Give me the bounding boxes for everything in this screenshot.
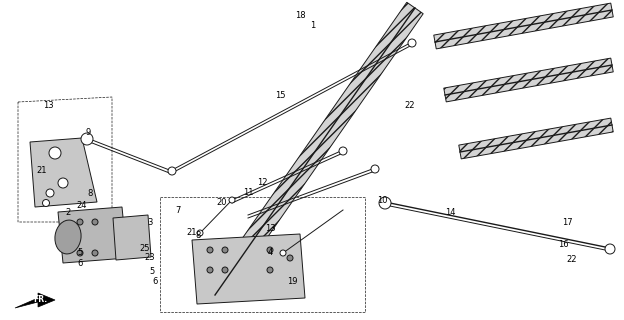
Circle shape [92, 219, 98, 225]
Circle shape [379, 197, 391, 209]
Text: FR.: FR. [33, 295, 47, 305]
Text: 7: 7 [175, 205, 181, 214]
Polygon shape [444, 58, 613, 102]
Circle shape [287, 255, 293, 261]
Text: 24: 24 [77, 201, 87, 210]
Text: 22: 22 [567, 255, 577, 265]
Text: 17: 17 [562, 218, 572, 227]
Ellipse shape [55, 220, 81, 254]
Text: 5: 5 [149, 268, 155, 276]
Text: 21: 21 [37, 165, 47, 174]
Circle shape [77, 250, 83, 256]
Text: 21: 21 [187, 228, 197, 236]
Circle shape [49, 147, 61, 159]
Text: 9: 9 [85, 127, 90, 137]
Circle shape [197, 230, 203, 236]
Text: 25: 25 [140, 244, 150, 252]
Polygon shape [207, 2, 423, 301]
Text: 8: 8 [87, 188, 93, 197]
Text: 3: 3 [147, 218, 153, 227]
Circle shape [229, 197, 235, 203]
Text: 13: 13 [42, 100, 53, 109]
Text: 14: 14 [445, 207, 456, 217]
Text: 11: 11 [243, 188, 253, 196]
Text: 12: 12 [256, 178, 267, 187]
Polygon shape [434, 3, 613, 49]
Circle shape [267, 247, 273, 253]
Polygon shape [58, 207, 127, 263]
Polygon shape [15, 293, 55, 308]
Circle shape [77, 219, 83, 225]
Circle shape [339, 147, 347, 155]
Text: 15: 15 [275, 91, 285, 100]
Text: 18: 18 [295, 11, 305, 20]
Circle shape [42, 199, 49, 206]
Polygon shape [30, 138, 97, 207]
Text: 19: 19 [287, 277, 297, 286]
Circle shape [408, 39, 416, 47]
Circle shape [92, 250, 98, 256]
Text: 8: 8 [195, 230, 201, 239]
Polygon shape [113, 215, 151, 260]
Text: 6: 6 [152, 277, 158, 286]
Circle shape [280, 250, 286, 256]
Circle shape [222, 267, 228, 273]
Text: 2: 2 [66, 207, 71, 217]
Circle shape [58, 178, 68, 188]
Circle shape [207, 247, 213, 253]
Circle shape [207, 267, 213, 273]
Text: 5: 5 [77, 247, 82, 257]
Text: 16: 16 [558, 239, 568, 249]
Text: 22: 22 [405, 100, 415, 109]
Text: 20: 20 [217, 197, 227, 206]
Text: 6: 6 [77, 260, 83, 268]
Circle shape [168, 167, 176, 175]
Circle shape [46, 189, 54, 197]
Circle shape [222, 247, 228, 253]
Text: 1: 1 [310, 20, 316, 29]
Text: 10: 10 [377, 196, 388, 204]
Polygon shape [192, 234, 305, 304]
Text: 23: 23 [145, 253, 155, 262]
Circle shape [371, 165, 379, 173]
Text: 13: 13 [265, 223, 275, 233]
Circle shape [81, 133, 93, 145]
Text: 4: 4 [267, 247, 273, 257]
Circle shape [267, 267, 273, 273]
Circle shape [605, 244, 615, 254]
Polygon shape [459, 118, 613, 159]
